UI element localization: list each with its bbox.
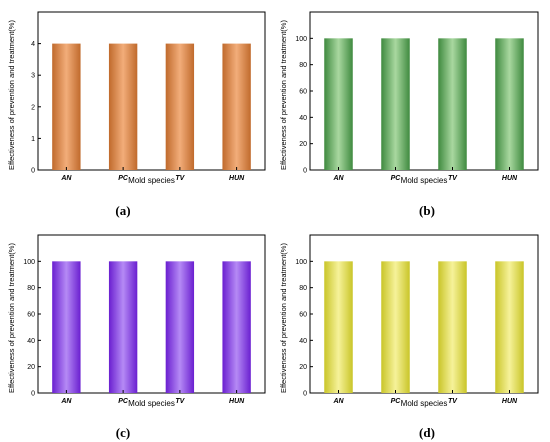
- x-tick-label: TV: [448, 398, 458, 405]
- x-axis-label: Mold species: [128, 399, 175, 408]
- x-tick-label: AN: [60, 175, 72, 182]
- y-tick-label: 100: [295, 259, 307, 266]
- y-axis-label: Effectiveness of prevention and treatmen…: [279, 20, 288, 170]
- x-axis-label: Mold species: [128, 176, 175, 185]
- y-tick-label: 20: [299, 364, 307, 371]
- x-tick-label: TV: [175, 175, 185, 182]
- bar-hun: [495, 38, 524, 171]
- bar-an: [324, 261, 353, 393]
- y-tick-label: 80: [299, 285, 307, 292]
- y-tick-label: 0: [303, 391, 307, 398]
- x-tick-label: AN: [332, 175, 344, 182]
- y-axis-label: Effectiveness of prevention and treatmen…: [7, 243, 16, 393]
- bar-an: [52, 261, 81, 393]
- x-tick-label: TV: [448, 175, 458, 182]
- x-tick-label: HUN: [229, 175, 245, 182]
- bar-tv: [438, 38, 467, 171]
- bar-pc: [381, 261, 410, 393]
- panel-label: (b): [419, 203, 435, 218]
- panel-label: (d): [419, 425, 435, 440]
- x-tick-label: PC: [118, 175, 129, 182]
- y-tick-label: 4: [31, 41, 35, 48]
- bar-an: [324, 38, 353, 171]
- y-tick-label: 60: [299, 89, 307, 96]
- y-tick-label: 40: [299, 115, 307, 122]
- y-tick-label: 1: [31, 136, 35, 143]
- bar-hun: [222, 43, 251, 170]
- chart-panel-1: 0 20 40 60 80 100 AN PC TV HUN Mold species Effecti…: [279, 11, 539, 218]
- y-tick-label: 100: [295, 36, 307, 43]
- y-axis-label: Effectiveness of prevention and treatmen…: [279, 243, 288, 393]
- chart-panel-2: 0 20 40 60 80 100 AN PC TV HUN Mold species Effecti…: [7, 234, 266, 440]
- y-tick-label: 20: [27, 364, 35, 371]
- x-tick-label: HUN: [502, 175, 518, 182]
- x-axis-label: Mold species: [401, 399, 448, 408]
- x-tick-label: HUN: [229, 398, 245, 405]
- y-tick-label: 2: [31, 104, 35, 111]
- x-tick-label: AN: [332, 398, 344, 405]
- y-tick-label: 100: [23, 259, 35, 266]
- x-tick-label: HUN: [502, 398, 518, 405]
- x-tick-label: TV: [175, 398, 185, 405]
- x-tick-label: PC: [118, 398, 129, 405]
- y-tick-label: 0: [31, 391, 35, 398]
- bar-an: [52, 43, 81, 170]
- y-tick-label: 80: [299, 62, 307, 69]
- y-tick-label: 80: [27, 285, 35, 292]
- x-axis-label: Mold species: [401, 176, 448, 185]
- bar-hun: [495, 261, 524, 393]
- bar-pc: [381, 38, 410, 171]
- y-tick-label: 3: [31, 73, 35, 80]
- y-tick-label: 60: [299, 312, 307, 319]
- chart-panel-3: 0 20 40 60 80 100 AN PC TV HUN Mold species Effecti…: [279, 234, 539, 440]
- bar-pc: [108, 43, 138, 170]
- y-axis-label: Effectiveness of prevention and treatmen…: [7, 20, 16, 170]
- y-tick-label: 0: [31, 168, 35, 175]
- y-tick-label: 40: [299, 338, 307, 345]
- y-tick-label: 0: [303, 168, 307, 175]
- x-tick-label: AN: [60, 398, 72, 405]
- bar-tv: [438, 261, 467, 393]
- y-tick-label: 60: [27, 312, 35, 319]
- panel-label: (a): [115, 203, 130, 218]
- chart-panel-0: 0 1 2 3 4 AN PC TV HUN Mold species Effectiveness …: [7, 11, 266, 218]
- x-tick-label: PC: [391, 398, 402, 405]
- plot-frame: [37, 11, 266, 171]
- panel-label: (c): [116, 425, 130, 440]
- y-tick-label: 40: [27, 338, 35, 345]
- bar-tv: [165, 43, 195, 170]
- x-tick-label: PC: [391, 175, 402, 182]
- bar-tv: [165, 261, 195, 393]
- bar-pc: [108, 261, 138, 393]
- bar-hun: [222, 261, 251, 393]
- y-tick-label: 20: [299, 141, 307, 148]
